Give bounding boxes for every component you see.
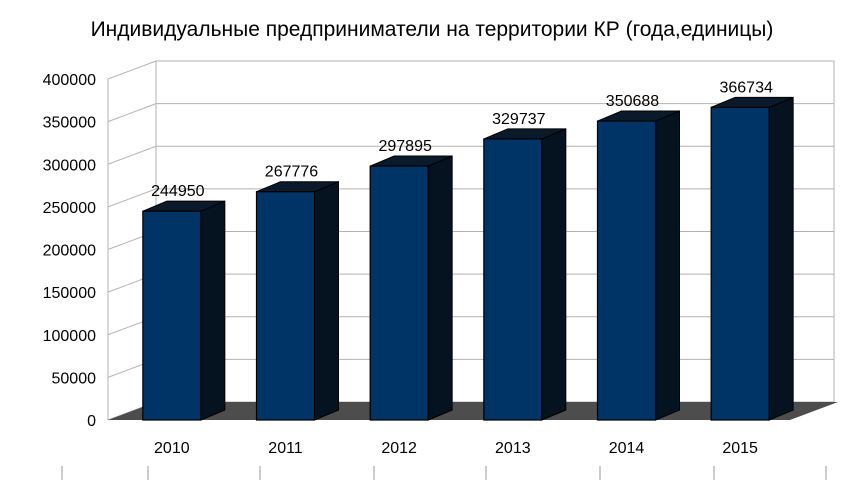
side-gridline bbox=[107, 103, 157, 123]
y-tick-label: 100000 bbox=[43, 328, 96, 345]
x-tick-label: 2014 bbox=[609, 440, 645, 457]
data-label: 297895 bbox=[378, 138, 431, 155]
y-axis: 0 50000 100000 150000 200000 250000 300000 3500… bbox=[43, 72, 96, 430]
side-gridline bbox=[107, 188, 157, 208]
y-tick-label: 350000 bbox=[43, 115, 96, 132]
data-label: 350688 bbox=[606, 93, 659, 110]
bar-front bbox=[483, 138, 543, 421]
bar-2012 bbox=[369, 155, 453, 421]
x-tick-label: 2011 bbox=[268, 440, 303, 457]
bar-side bbox=[200, 200, 226, 421]
side-gridline bbox=[107, 60, 157, 80]
bar-side bbox=[427, 155, 453, 421]
y-tick-label: 200000 bbox=[43, 243, 96, 260]
y-tick-label: 250000 bbox=[43, 200, 96, 217]
bar-2011 bbox=[255, 180, 339, 421]
y-tick-label: 150000 bbox=[43, 285, 96, 302]
x-tick-label: 2013 bbox=[495, 440, 531, 457]
bar-side bbox=[541, 128, 567, 421]
bar-front bbox=[596, 120, 657, 421]
bar-front bbox=[255, 191, 316, 421]
bars bbox=[142, 96, 794, 421]
bar-2010 bbox=[142, 200, 226, 421]
y-tick-label: 400000 bbox=[43, 72, 96, 89]
y-tick-label: 0 bbox=[87, 413, 96, 430]
y-tick-label: 300000 bbox=[43, 157, 96, 174]
side-gridline bbox=[107, 145, 157, 165]
data-labels: 244950 267776 297895 329737 350688 366734 bbox=[151, 79, 773, 200]
x-axis: 2010 2011 2012 2013 2014 2015 bbox=[61, 440, 827, 480]
bar-side bbox=[768, 96, 794, 421]
x-tick-label: 2015 bbox=[722, 440, 758, 457]
bar-side bbox=[314, 180, 339, 421]
bar-front bbox=[142, 210, 202, 421]
bar-2013 bbox=[483, 128, 567, 421]
bar-front bbox=[710, 106, 770, 421]
bar-side bbox=[655, 110, 680, 421]
bar-2014 bbox=[596, 110, 680, 421]
x-tick-label: 2012 bbox=[381, 440, 417, 457]
y-tick-label: 50000 bbox=[52, 370, 97, 387]
bar-2015 bbox=[710, 96, 794, 421]
bar-front bbox=[369, 165, 429, 421]
data-label: 267776 bbox=[265, 164, 318, 181]
chart-title: Индивидуальные предприниматели на террит… bbox=[91, 18, 774, 41]
data-label: 244950 bbox=[151, 183, 204, 200]
data-label: 366734 bbox=[719, 79, 772, 96]
x-tick-label: 2010 bbox=[154, 440, 190, 457]
data-label: 329737 bbox=[492, 111, 545, 128]
